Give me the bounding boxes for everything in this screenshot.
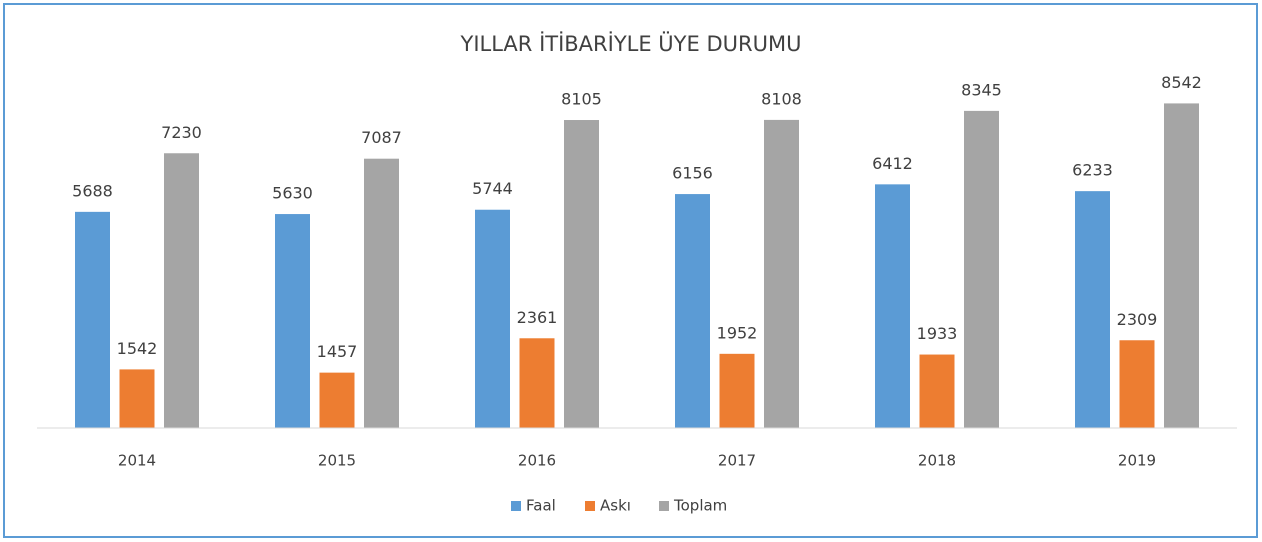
data-label: 1933 — [917, 324, 958, 343]
legend-swatch — [659, 501, 669, 511]
data-label: 1457 — [317, 342, 358, 361]
bar — [764, 119, 799, 429]
bar — [719, 353, 755, 428]
data-label: 6156 — [672, 164, 713, 183]
bar — [319, 372, 355, 428]
data-label: 2361 — [517, 308, 558, 327]
data-label: 7087 — [361, 128, 402, 147]
bar — [1119, 340, 1155, 428]
data-label: 1952 — [717, 323, 758, 342]
x-tick-label: 2019 — [1118, 452, 1156, 470]
x-tick-label: 2017 — [718, 452, 756, 470]
bar — [275, 214, 310, 428]
data-label: 5630 — [272, 184, 313, 203]
data-label: 6233 — [1072, 161, 1113, 180]
bar — [75, 211, 110, 428]
bar — [1164, 103, 1199, 429]
legend-swatch — [585, 501, 595, 511]
x-tick-label: 2014 — [118, 452, 156, 470]
bar — [875, 184, 910, 428]
chart-title: YILLAR İTİBARİYLE ÜYE DURUMU — [460, 31, 802, 56]
bar — [564, 120, 599, 428]
bar — [519, 338, 555, 428]
legend-label: Faal — [526, 497, 556, 515]
bar — [919, 354, 955, 428]
data-label: 5744 — [472, 179, 513, 198]
chart-frame — [3, 3, 1258, 538]
bar — [164, 153, 199, 428]
data-label: 6412 — [872, 154, 913, 173]
bar — [964, 110, 999, 428]
data-label: 8108 — [761, 89, 802, 108]
legend-label: Askı — [600, 497, 631, 515]
data-label: 8542 — [1161, 73, 1202, 92]
bar — [475, 209, 510, 428]
data-label: 8345 — [961, 80, 1002, 99]
x-tick-label: 2015 — [318, 452, 356, 470]
bar — [364, 158, 399, 428]
x-tick-label: 2016 — [518, 452, 556, 470]
data-label: 8105 — [561, 90, 602, 109]
legend-label: Toplam — [673, 497, 727, 515]
legend-swatch — [511, 501, 521, 511]
bar — [1075, 191, 1110, 428]
bar — [119, 369, 155, 428]
data-label: 7230 — [161, 123, 202, 142]
data-label: 2309 — [1117, 310, 1158, 329]
data-label: 1542 — [117, 339, 158, 358]
bar — [675, 194, 710, 428]
data-label: 5688 — [72, 181, 113, 200]
x-tick-label: 2018 — [918, 452, 956, 470]
